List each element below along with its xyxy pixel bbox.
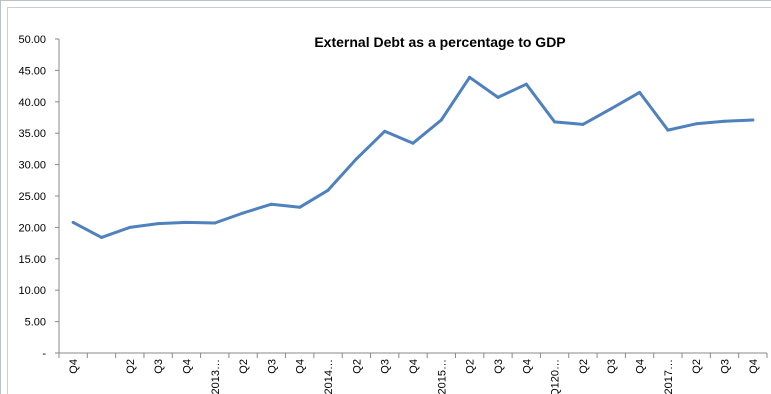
data-point — [723, 119, 726, 123]
data-point — [71, 220, 75, 224]
data-point — [326, 188, 330, 192]
x-tick-label: Q4 — [748, 359, 760, 374]
y-tick-label: 15.00 — [18, 254, 46, 266]
x-axis-ticks: Q4 Q2 Q3 Q4 2013… Q2 Q3 Q4 2014… Q2 Q3 Q4 2015… Q2 Q3 Q… — [58, 353, 768, 394]
y-tick-label: 10.00 — [18, 285, 46, 297]
x-tick-label: Q3 — [380, 359, 392, 374]
y-axis-ticks: - 5.00 10.00 15.00 20.00 25.00 30.00 35.00 40.00… — [18, 34, 59, 360]
data-point — [666, 128, 670, 132]
frame-inner-top — [7, 7, 771, 8]
data-point — [581, 122, 585, 126]
x-tick-label: Q3 — [720, 359, 732, 374]
data-point — [269, 202, 273, 206]
y-tick-label: 35.00 — [18, 128, 46, 140]
y-tick-label: 40.00 — [18, 97, 46, 109]
x-tick-label: Q4 — [635, 359, 647, 374]
data-point — [609, 107, 613, 111]
data-point — [156, 222, 160, 226]
data-point — [411, 141, 415, 145]
x-tick-label: Q3 — [493, 359, 505, 374]
data-point — [439, 118, 443, 122]
x-tick-label: Q4 — [408, 359, 420, 374]
x-tick-label: Q120… — [550, 359, 562, 394]
data-point — [553, 120, 557, 124]
data-point — [524, 82, 528, 86]
data-point — [128, 225, 132, 229]
x-tick-label: Q3 — [266, 359, 278, 374]
data-point — [298, 205, 302, 209]
x-tick-label: Q3 — [606, 359, 618, 374]
x-tick-label: Q2 — [351, 359, 363, 374]
y-tick-label: 50.00 — [18, 34, 46, 46]
axes — [58, 39, 767, 354]
x-tick-label: Q2 — [125, 359, 137, 374]
x-tick-label: Q4 — [521, 359, 533, 374]
data-point — [184, 220, 188, 224]
x-tick-label: Q4 — [295, 359, 307, 374]
data-point — [241, 211, 245, 215]
y-tick-label: 45.00 — [18, 65, 46, 77]
series-line — [71, 75, 755, 239]
x-tick-label: 2017… — [663, 359, 675, 394]
y-tick-label: 20.00 — [18, 222, 46, 234]
x-tick-label: Q2 — [578, 359, 590, 374]
x-tick-label: Q4 — [181, 359, 193, 374]
data-point — [751, 118, 755, 122]
data-point — [383, 129, 387, 133]
y-tick-label: 30.00 — [18, 160, 46, 172]
y-tick-label: - — [42, 348, 46, 360]
data-point — [354, 157, 358, 161]
x-tick-label: Q2 — [691, 359, 703, 374]
data-point — [100, 235, 103, 239]
x-tick-label: Q2 — [465, 359, 477, 374]
x-tick-label: Q3 — [153, 359, 165, 374]
data-point — [694, 122, 698, 126]
x-tick-label: Q4 — [68, 359, 80, 374]
frame-inner-edge — [7, 7, 8, 394]
y-tick-label: 25.00 — [18, 191, 46, 203]
x-tick-label: 2015… — [436, 359, 448, 394]
x-tick-label: Q2 — [238, 359, 250, 374]
y-tick-label: 5.00 — [25, 317, 46, 329]
data-point — [468, 75, 472, 79]
data-point — [213, 221, 217, 225]
data-point — [496, 95, 500, 99]
x-tick-label: 2014… — [323, 359, 335, 394]
chart-title: External Debt as a percentage to GDP — [314, 34, 565, 50]
data-point — [638, 90, 642, 94]
x-tick-label: 2013… — [210, 359, 222, 394]
series-group — [71, 75, 755, 239]
